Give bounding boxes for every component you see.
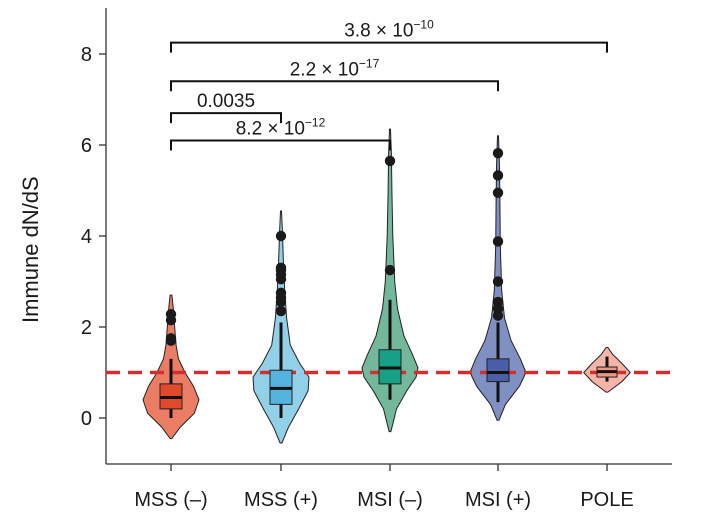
p-value-label: 2.2 × 10−17	[290, 56, 380, 80]
y-axis-label: Immune dN/dS	[18, 176, 43, 323]
outlier-point	[492, 296, 504, 308]
outlier-point	[492, 236, 504, 247]
outlier-points	[165, 147, 504, 346]
significance-brackets: 3.8 × 10−10 2.2 × 10−17 0.0035 8.2 × 10−12	[170, 18, 608, 151]
x-tick-label: MSS (–)	[134, 489, 207, 511]
outlier-point	[492, 276, 504, 287]
significance-bracket	[170, 112, 282, 124]
p-value-label: 8.2 × 10−12	[236, 115, 326, 139]
outlier-point	[275, 287, 287, 299]
axes	[99, 8, 672, 471]
outlier-point	[275, 230, 287, 242]
outlier-point	[275, 305, 287, 317]
outlier-point	[492, 147, 504, 159]
violins	[142, 128, 631, 444]
significance-bracket	[170, 80, 499, 92]
significance-bracket	[170, 139, 391, 151]
tick-labels: 0 2 4 6 8 MSS (–) MSS (+) MSI (–) MSI (+) POLE	[81, 44, 634, 511]
x-tick-label: MSI (+)	[465, 489, 531, 511]
outlier-point	[165, 309, 177, 320]
box-iqr	[486, 358, 510, 383]
x-tick-label: MSS (+)	[244, 489, 318, 511]
outlier-point	[492, 187, 504, 198]
violin-shape	[361, 128, 419, 433]
outlier-point	[384, 155, 396, 167]
x-tick-label: POLE	[580, 489, 633, 511]
y-tick-label: 6	[81, 135, 92, 157]
x-tick-label: MSI (–)	[357, 489, 423, 511]
significance-bracket	[170, 41, 608, 53]
y-tick-label: 0	[81, 408, 92, 430]
outlier-point	[165, 333, 177, 344]
p-value-label: 0.0035	[197, 91, 255, 112]
outlier-point	[492, 170, 504, 181]
y-tick-label: 8	[81, 44, 92, 66]
y-tick-label: 4	[81, 226, 92, 248]
outlier-point	[275, 262, 287, 274]
boxplots	[159, 299, 618, 418]
p-value-label: 3.8 × 10−10	[344, 18, 434, 42]
y-tick-label: 2	[81, 317, 92, 339]
outlier-point	[384, 264, 396, 276]
